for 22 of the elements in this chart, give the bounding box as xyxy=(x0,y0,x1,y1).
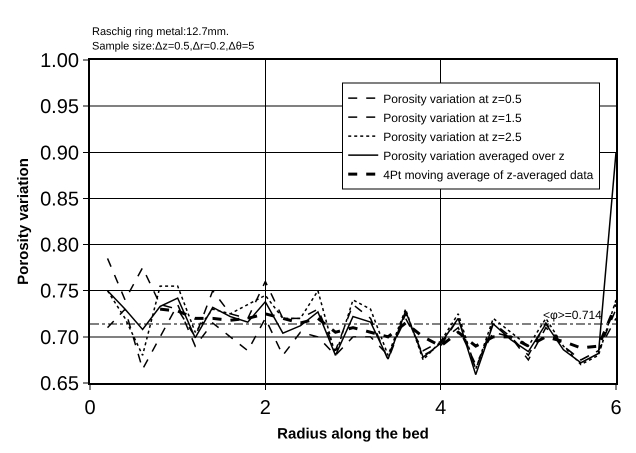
chart-subtitle: Sample size:Δz=0.5,Δr=0.2,Δθ=5 xyxy=(92,40,254,52)
y-tick-label: 0.75 xyxy=(40,280,79,303)
y-tick-label: 0.65 xyxy=(40,373,79,395)
y-tick-label: 1.00 xyxy=(40,50,79,72)
y-tick-label: 0.80 xyxy=(40,234,79,257)
legend-label: Porosity variation at z=1.5 xyxy=(383,110,522,125)
x-tick-label: 6 xyxy=(610,397,622,419)
x-tick-label: 0 xyxy=(84,397,96,419)
x-axis-title: Radius along the bed xyxy=(277,426,429,442)
y-tick-label: 0.70 xyxy=(40,326,79,349)
legend-label: Porosity variation at z=0.5 xyxy=(383,92,522,106)
legend-label: 4Pt moving average of z-averaged data xyxy=(383,168,594,182)
ref-line-label: <φ>=0.714 xyxy=(543,308,602,322)
y-tick-label: 0.90 xyxy=(40,142,79,164)
legend-label: Porosity variation at z=2.5 xyxy=(383,130,522,144)
chart-title: Raschig ring metal:12.7mm. xyxy=(92,26,229,38)
y-tick-label: 0.85 xyxy=(40,188,79,210)
legend-label: Porosity variation averaged over z xyxy=(383,148,565,163)
x-tick-label: 4 xyxy=(435,397,446,419)
y-axis-title: Porosity variation xyxy=(14,158,32,285)
y-tick-label: 0.95 xyxy=(40,96,79,118)
x-tick-label: 2 xyxy=(260,397,271,419)
